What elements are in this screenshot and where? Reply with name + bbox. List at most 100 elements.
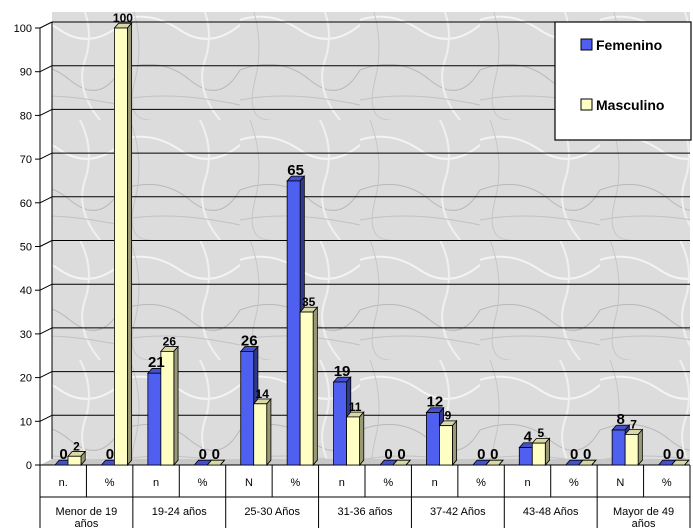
category-label-1: % <box>105 477 115 489</box>
data-label-masculino-3: 0 <box>212 446 220 463</box>
group-label-6: Mayor de 49 años <box>613 506 674 530</box>
group-label-0: Menor de 19 años <box>56 506 118 530</box>
group-label-2: 25-30 Años <box>244 506 300 518</box>
bar-side <box>405 459 411 466</box>
legend-label-1: Masculino <box>596 97 664 113</box>
bar-front <box>624 434 639 466</box>
bar-side <box>452 419 458 467</box>
bar-front <box>253 403 268 466</box>
bars <box>54 22 690 467</box>
category-label-2: n <box>153 477 159 489</box>
y-tick-label: 80 <box>20 110 32 122</box>
data-label-masculino-5: 35 <box>302 295 316 309</box>
bar-front <box>286 180 301 466</box>
data-label-femenino-7: 0 <box>384 446 392 463</box>
category-label-7: % <box>383 477 393 489</box>
bar-masculino-9 <box>484 459 504 466</box>
y-tick-label: 30 <box>20 329 32 341</box>
legend-swatch-0 <box>580 38 593 51</box>
group-label-3: 31-36 años <box>337 506 393 518</box>
bar-masculino-0 <box>67 450 87 467</box>
gridline-diagonal <box>39 196 53 204</box>
bar-masculino-8 <box>438 419 458 467</box>
group-label-1: 19-24 años <box>152 506 208 518</box>
group-label-4: 37-42 Años <box>430 506 486 518</box>
category-label-11: % <box>569 477 579 489</box>
bar-front <box>346 416 360 466</box>
bar-front <box>160 350 175 466</box>
gridline-diagonal <box>39 108 53 116</box>
bar-side <box>219 459 225 466</box>
bar-side <box>637 428 643 467</box>
bar-masculino-11 <box>577 459 597 466</box>
bar-side <box>498 459 504 466</box>
bar-side <box>173 345 179 467</box>
data-label-masculino-9: 0 <box>490 446 498 463</box>
gridline-diagonal <box>39 65 53 73</box>
bar-side <box>127 22 133 467</box>
bar-side <box>359 411 365 467</box>
data-label-masculino-4: 14 <box>256 387 270 401</box>
data-label-femenino-3: 0 <box>199 446 207 463</box>
gridline-diagonal <box>39 21 53 29</box>
y-tick-label: 90 <box>20 67 32 79</box>
category-label-9: % <box>476 477 486 489</box>
y-tick-label: 60 <box>20 198 32 210</box>
data-label-femenino-9: 0 <box>477 446 485 463</box>
category-label-0: n. <box>59 477 68 489</box>
bar-masculino-3 <box>206 459 226 466</box>
y-tick-label: 100 <box>14 23 32 35</box>
gridline-diagonal <box>39 327 53 335</box>
bar-masculino-7 <box>392 459 412 466</box>
bar-side <box>544 437 550 467</box>
category-label-12: N <box>616 477 624 489</box>
bar-masculino-1 <box>113 22 133 467</box>
data-label-masculino-2: 26 <box>163 334 177 348</box>
legend-box <box>554 21 692 141</box>
data-label-masculino-11: 0 <box>583 446 591 463</box>
gridline-diagonal <box>39 240 53 247</box>
bar-masculino-12 <box>624 428 644 467</box>
data-label-masculino-7: 0 <box>397 446 405 463</box>
y-tick-label: 10 <box>20 416 32 428</box>
bar-masculino-13 <box>670 459 690 466</box>
data-label-masculino-0: 2 <box>73 439 80 453</box>
bar-masculino-10 <box>531 437 551 467</box>
data-label-femenino-6: 19 <box>334 363 351 380</box>
category-label-6: n <box>339 477 345 489</box>
y-tick-label: 70 <box>20 154 32 166</box>
data-label-femenino-1: 0 <box>106 446 114 463</box>
data-label-masculino-12: 7 <box>630 417 637 431</box>
bar-front <box>114 27 128 466</box>
gridline-diagonal <box>39 371 53 379</box>
data-label-masculino-1: 100 <box>113 11 133 25</box>
category-label-5: % <box>290 477 300 489</box>
category-label-3: % <box>198 477 208 489</box>
bar-masculino-2 <box>159 345 179 467</box>
bar-front <box>439 425 453 466</box>
data-label-femenino-4: 26 <box>241 332 258 349</box>
bar-side <box>266 397 272 467</box>
data-label-masculino-13: 0 <box>676 446 684 463</box>
gridline-diagonal <box>39 283 53 291</box>
bar-front <box>240 350 255 466</box>
data-label-femenino-8: 12 <box>427 394 444 411</box>
y-tick-label: 20 <box>20 373 32 385</box>
data-label-femenino-12: 8 <box>616 411 624 428</box>
y-tick-label: 50 <box>20 242 32 254</box>
data-label-femenino-13: 0 <box>663 446 671 463</box>
gridline-diagonal <box>39 152 53 160</box>
data-label-femenino-11: 0 <box>570 446 578 463</box>
bar-masculino-6 <box>345 411 365 467</box>
data-label-femenino-10: 4 <box>524 429 533 446</box>
bar-masculino-5 <box>299 306 319 467</box>
bar-side <box>591 459 597 466</box>
bar-front <box>333 381 347 466</box>
data-label-femenino-2: 21 <box>148 354 165 371</box>
bar-front <box>147 372 162 466</box>
bar-front <box>67 455 82 466</box>
gridline-diagonal <box>39 414 53 422</box>
bar-side <box>684 459 690 466</box>
